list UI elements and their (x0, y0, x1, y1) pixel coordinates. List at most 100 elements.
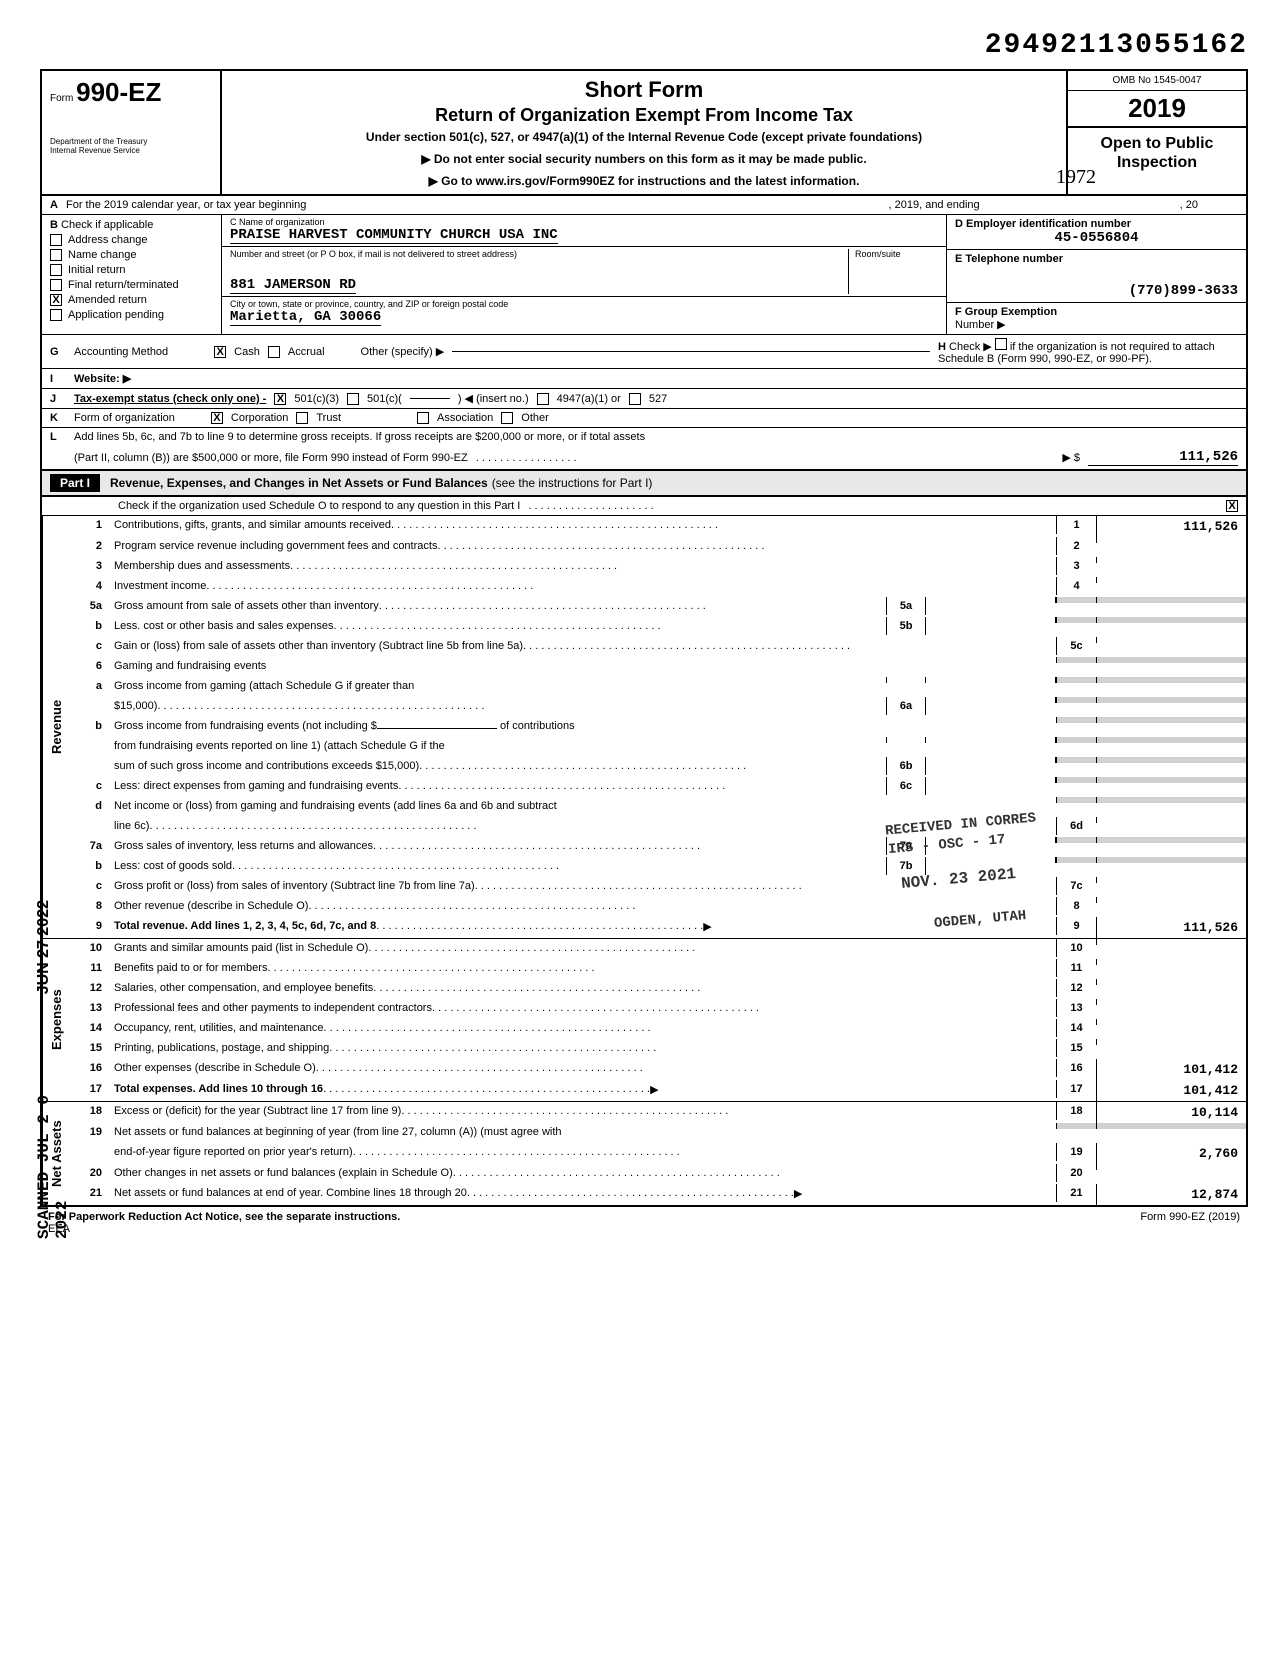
line-val-shaded (1096, 597, 1246, 603)
line-num: 8 (70, 897, 110, 915)
line-box: 12 (1056, 979, 1096, 997)
line-box-shaded (1056, 617, 1096, 623)
line-val (1096, 1039, 1246, 1045)
line-num: 13 (70, 999, 110, 1017)
line-text: sum of such gross income and contributio… (114, 760, 419, 772)
line-box: 2 (1056, 537, 1096, 555)
checkbox-application-pending[interactable] (50, 309, 62, 321)
line-box: 19 (1056, 1143, 1096, 1161)
checkbox-address-change[interactable] (50, 234, 62, 246)
part1-header: Part I Revenue, Expenses, and Changes in… (42, 469, 1246, 497)
line-box: 16 (1056, 1059, 1096, 1077)
line-num: 17 (70, 1080, 110, 1098)
line-val (1096, 959, 1246, 965)
line-box: 7c (1056, 877, 1096, 895)
assoc-label: Association (437, 412, 493, 424)
line-box-shaded (1056, 777, 1096, 783)
group-exempt-label2: Number ▶ (955, 318, 1238, 331)
line-num: 7a (70, 837, 110, 855)
line-mval (926, 697, 1056, 703)
line-num: 4 (70, 577, 110, 595)
line-num: b (70, 717, 110, 735)
checkbox-501c[interactable] (347, 393, 359, 405)
row-a: A For the 2019 calendar year, or tax yea… (42, 196, 1246, 215)
line-mbox: 6b (886, 757, 926, 775)
col-c: C Name of organization PRAISE HARVEST CO… (222, 215, 946, 334)
line-num: 2 (70, 537, 110, 555)
tax-year: 2019 (1068, 91, 1246, 128)
checkbox-schedule-o[interactable] (1226, 500, 1238, 512)
checkbox-501c3[interactable] (274, 393, 286, 405)
line-text: Gaming and fundraising events (114, 660, 266, 672)
checkbox-corp[interactable] (211, 412, 223, 424)
line-val-shaded (1096, 697, 1246, 703)
line-num: 5a (70, 597, 110, 615)
line-mval (926, 597, 1056, 603)
line-text: Gross income from fundraising events (no… (114, 720, 377, 732)
header-center: Short Form Return of Organization Exempt… (222, 71, 1066, 194)
line-num: b (70, 617, 110, 635)
row-l-text2: (Part II, column (B)) are $500,000 or mo… (74, 452, 468, 464)
row-l-arrow: ▶ $ (1062, 451, 1080, 464)
checkbox-other-org[interactable] (501, 412, 513, 424)
checkbox-trust[interactable] (296, 412, 308, 424)
opt-501c-b: ) ◀ (insert no.) (458, 392, 529, 405)
line-mbox-shaded (886, 737, 926, 743)
line-text: $15,000) (114, 700, 157, 712)
line-box: 13 (1056, 999, 1096, 1017)
line-text: Occupancy, rent, utilities, and maintena… (114, 1022, 324, 1034)
checkbox-initial-return[interactable] (50, 264, 62, 276)
line-val-shaded (1096, 837, 1246, 843)
header-left: Form 990-EZ Department of the Treasury I… (42, 71, 222, 194)
line-val (1096, 999, 1246, 1005)
line-num (70, 697, 110, 703)
label-a: A (50, 199, 66, 211)
checkbox-amended-return[interactable] (50, 294, 62, 306)
line-num: 14 (70, 1019, 110, 1037)
line-box-shaded (1056, 697, 1096, 703)
line-val (1096, 817, 1246, 823)
line-val (1096, 1019, 1246, 1025)
line-text: Less. cost or other basis and sales expe… (114, 620, 334, 632)
line-val-shaded (1096, 657, 1246, 663)
line-val (1096, 939, 1246, 945)
line-text: line 6c) (114, 820, 149, 832)
checkbox-h[interactable] (995, 338, 1007, 350)
line-num (70, 757, 110, 763)
line-val (1096, 557, 1246, 563)
line-text: Other changes in net assets or fund bala… (114, 1167, 453, 1179)
line-text: Gross profit or (loss) from sales of inv… (114, 880, 475, 892)
omb-number: OMB No 1545-0047 (1068, 71, 1246, 91)
checkbox-name-change[interactable] (50, 249, 62, 261)
checkbox-final-return[interactable] (50, 279, 62, 291)
line-text: Salaries, other compensation, and employ… (114, 982, 373, 994)
row-a-text2: , 2019, and ending (889, 199, 980, 211)
line-num: d (70, 797, 110, 815)
line-mval (926, 777, 1056, 783)
corp-label: Corporation (231, 412, 288, 424)
line-val: 101,412 (1096, 1080, 1246, 1101)
line-text: Gross amount from sale of assets other t… (114, 600, 379, 612)
line-val: 10,114 (1096, 1102, 1246, 1123)
row-a-text1: For the 2019 calendar year, or tax year … (66, 199, 306, 211)
org-addr: 881 JAMERSON RD (230, 277, 356, 294)
line-text: Printing, publications, postage, and shi… (114, 1042, 329, 1054)
org-city: Marietta, GA 30066 (230, 309, 381, 326)
line-box: 18 (1056, 1102, 1096, 1120)
footer-left: For Paperwork Reduction Act Notice, see … (48, 1211, 400, 1223)
checkbox-527[interactable] (629, 393, 641, 405)
checkbox-4947[interactable] (537, 393, 549, 405)
title-desc: Under section 501(c), 527, or 4947(a)(1)… (232, 130, 1056, 144)
line-val-shaded (1096, 737, 1246, 743)
checkbox-cash[interactable] (214, 346, 226, 358)
line-text: Net income or (loss) from gaming and fun… (114, 800, 557, 812)
checkbox-accrual[interactable] (268, 346, 280, 358)
line-mbox: 6c (886, 777, 926, 795)
line-text: Other expenses (describe in Schedule O) (114, 1062, 316, 1074)
part1-label: Part I (50, 474, 100, 492)
checkbox-assoc[interactable] (417, 412, 429, 424)
part1-title: Revenue, Expenses, and Changes in Net As… (110, 476, 488, 490)
line-box: 14 (1056, 1019, 1096, 1037)
line-val-shaded (1096, 1123, 1246, 1129)
line-box-shaded (1056, 757, 1096, 763)
